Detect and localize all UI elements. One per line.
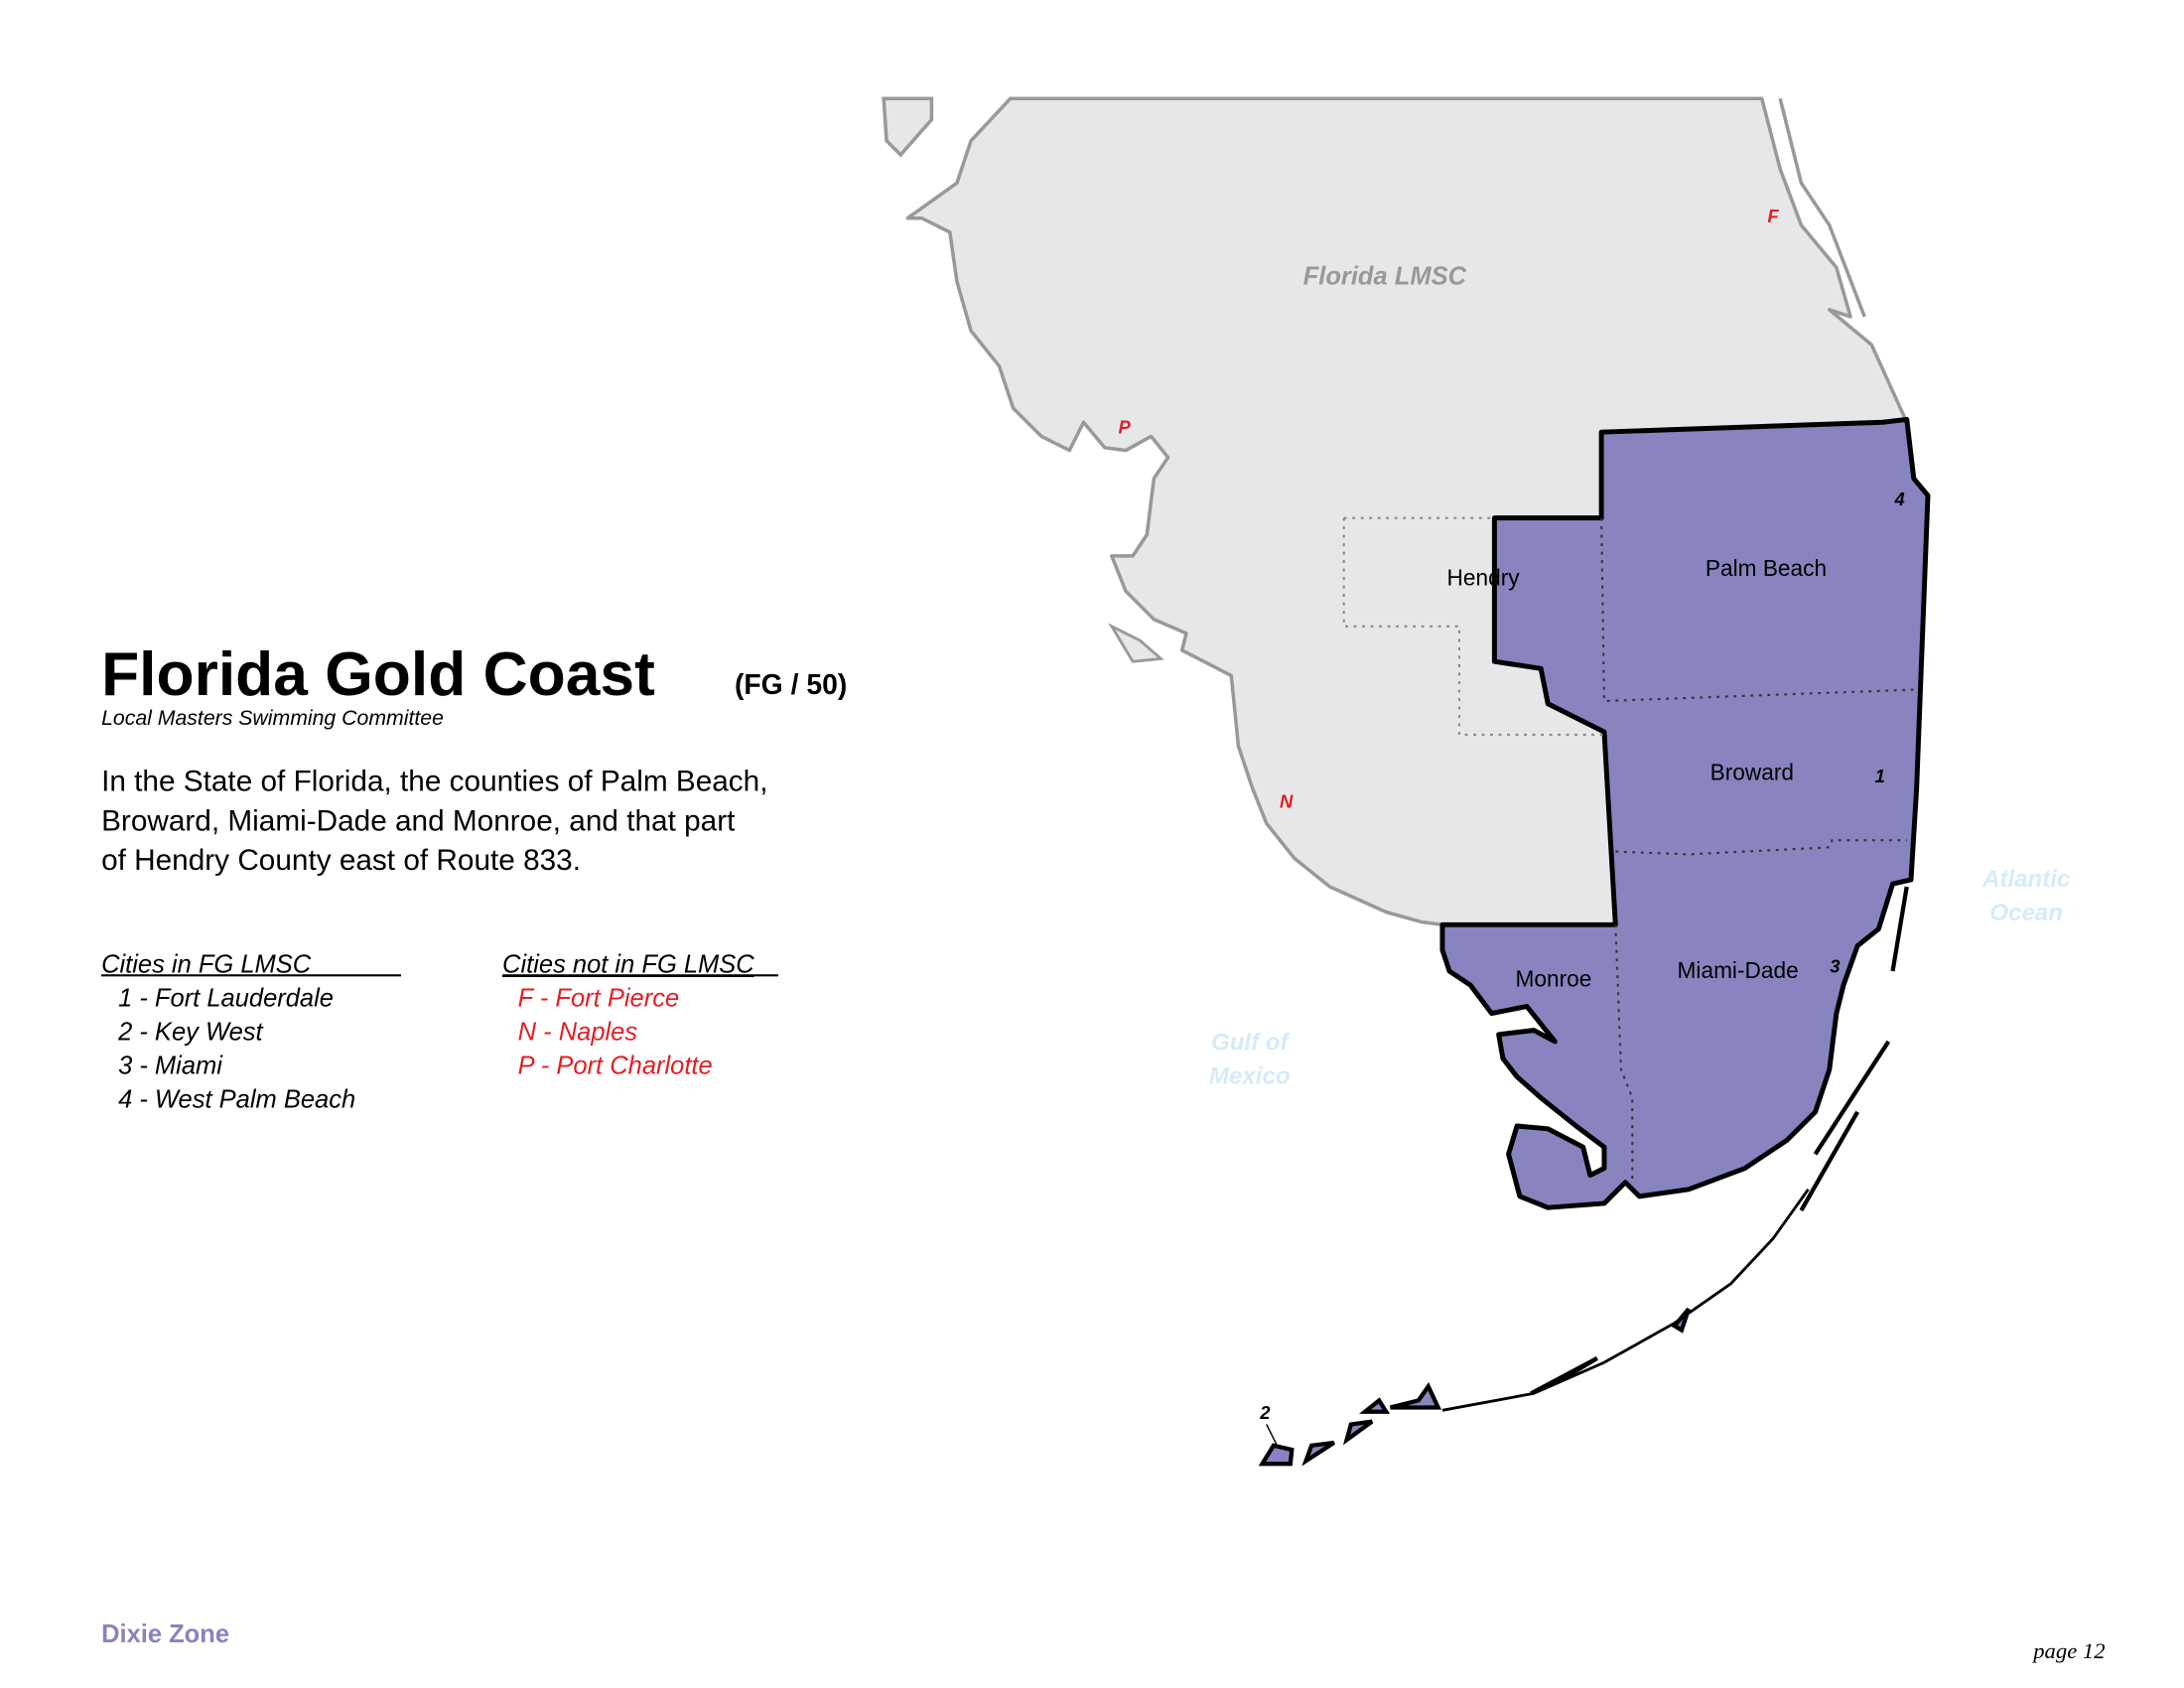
county-label: Broward bbox=[1710, 759, 1794, 784]
subtitle: Local Masters Swimming Committee bbox=[101, 706, 444, 730]
key-west-pointer bbox=[1266, 1424, 1279, 1448]
keys bbox=[1441, 1188, 1810, 1412]
description-line: In the State of Florida, the counties of… bbox=[101, 766, 767, 798]
water-label: Mexico bbox=[1209, 1062, 1291, 1089]
city: F - Fort Pierce bbox=[518, 985, 679, 1013]
keys-islands bbox=[1258, 1307, 1692, 1467]
description-line: Broward, Miami-Dade and Monroe, and that… bbox=[101, 804, 736, 837]
city: P - Port Charlotte bbox=[518, 1053, 713, 1080]
zone: Dixie Zone bbox=[101, 1620, 229, 1648]
city: 1 - Fort Lauderdale bbox=[118, 985, 334, 1013]
land-fragment bbox=[882, 96, 934, 158]
marker: 3 bbox=[1830, 955, 1841, 976]
county-label: Miami-Dade bbox=[1678, 957, 1799, 983]
water-label: Ocean bbox=[1989, 900, 2063, 926]
water-label: Atlantic bbox=[1981, 866, 2071, 893]
island bbox=[1108, 623, 1164, 663]
coast-line bbox=[1778, 97, 1866, 318]
marker: 2 bbox=[1259, 1402, 1271, 1423]
county-lines bbox=[1342, 516, 1914, 1183]
county-label: Monroe bbox=[1516, 966, 1592, 992]
city: 4 - West Palm Beach bbox=[118, 1086, 355, 1114]
marker: 1 bbox=[1875, 766, 1885, 786]
list-heading: Cities not in FG LMSC bbox=[502, 950, 754, 978]
region-label: Florida LMSC bbox=[1303, 262, 1467, 290]
city: 3 - Miami bbox=[118, 1053, 223, 1080]
water-label: Gulf of bbox=[1211, 1029, 1292, 1055]
marker: P bbox=[1118, 417, 1131, 438]
code: (FG / 50) bbox=[735, 669, 847, 701]
barrier-island bbox=[1799, 886, 1909, 1212]
city: N - Naples bbox=[518, 1019, 638, 1047]
marker: N bbox=[1280, 791, 1294, 812]
description-line: of Hendry County east of Route 833. bbox=[101, 844, 581, 877]
list-heading: Cities in FG LMSC bbox=[101, 950, 312, 978]
marker: F bbox=[1767, 206, 1779, 226]
county-label: Hendry bbox=[1447, 565, 1521, 591]
marker: 4 bbox=[1894, 489, 1905, 509]
title: Florida Gold Coast bbox=[101, 640, 655, 709]
city: 2 - Key West bbox=[117, 1019, 263, 1047]
fg-region bbox=[1439, 416, 1931, 1210]
county-label: Palm Beach bbox=[1706, 555, 1827, 581]
page-number: page 12 bbox=[2031, 1638, 2105, 1663]
